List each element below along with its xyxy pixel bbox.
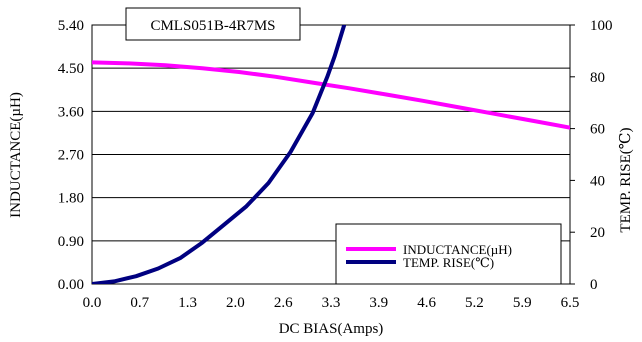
x-tick-label: 3.9 (369, 295, 388, 311)
y-right-tick-label: 0 (590, 277, 598, 293)
y-left-tick-label: 0.00 (58, 277, 84, 293)
y-left-tick-label: 5.40 (58, 18, 84, 34)
series-line-inductance (92, 60, 570, 130)
x-tick-label: 3.3 (322, 295, 341, 311)
y-right-tick-label: 80 (590, 70, 605, 86)
x-tick-label: 5.2 (465, 295, 484, 311)
legend: INDUCTANCE(µH) TEMP. RISE(℃) (335, 223, 562, 285)
x-tick-label: 6.5 (561, 295, 580, 311)
y-right-tick-label: 60 (590, 122, 605, 138)
x-tick-label: 1.3 (178, 295, 197, 311)
x-axis-title: DC BIAS(Amps) (279, 321, 384, 337)
y-left-tick-label: 4.50 (58, 61, 84, 77)
legend-label-temp-rise: TEMP. RISE(℃) (403, 255, 494, 270)
series-lines (92, 25, 570, 284)
y-left-tick-label: 3.60 (58, 104, 84, 120)
x-axis-ticks: 0.0 0.7 1.3 2.0 2.6 3.3 3.9 4.6 5.2 5.9 6.5 (83, 295, 580, 311)
y-right-tick-label: 40 (590, 173, 605, 189)
y-right-axis-ticks: 0 20 40 60 80 100 (570, 18, 613, 293)
y-right-tick-label: 20 (590, 225, 605, 241)
x-tick-label: 0.0 (83, 295, 102, 311)
y-left-tick-label: 0.90 (58, 234, 84, 250)
x-tick-label: 2.6 (274, 295, 293, 311)
chart-title-box: CMLS051B-4R7MS (125, 7, 301, 41)
y-left-axis-ticks: 0.00 0.90 1.80 2.70 3.60 4.50 5.40 (58, 18, 84, 293)
legend-label-inductance: INDUCTANCE(µH) (403, 242, 512, 257)
x-tick-label: 0.7 (130, 295, 149, 311)
y-right-tick-label: 100 (590, 18, 613, 34)
y-left-tick-label: 1.80 (58, 191, 84, 207)
y-left-axis-title: INDUCTANCE(µH) (8, 92, 24, 218)
y-left-tick-label: 2.70 (58, 148, 84, 164)
y-right-axis-title: TEMP. RISE(℃) (618, 127, 634, 232)
x-tick-label: 2.0 (226, 295, 245, 311)
series-line-temp-rise (92, 25, 347, 284)
x-tick-label: 4.6 (417, 295, 436, 311)
x-tick-label: 5.9 (513, 295, 532, 311)
chart-title: CMLS051B-4R7MS (150, 18, 275, 34)
